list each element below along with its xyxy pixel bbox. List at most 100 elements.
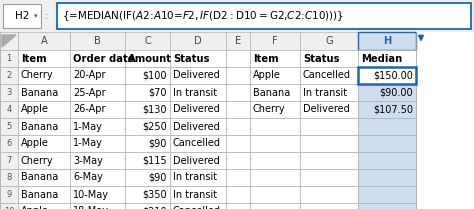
Text: F: F — [272, 36, 278, 46]
Text: $150.00: $150.00 — [373, 70, 413, 80]
Text: Banana: Banana — [253, 88, 290, 98]
Bar — [18, 50, 70, 67]
Text: Delivered: Delivered — [303, 104, 350, 115]
Bar — [300, 50, 358, 67]
Bar — [70, 118, 125, 135]
Bar — [226, 101, 250, 118]
Text: Delivered: Delivered — [173, 104, 220, 115]
Text: 25-Apr: 25-Apr — [73, 88, 106, 98]
Bar — [226, 186, 250, 203]
FancyBboxPatch shape — [3, 4, 41, 28]
Text: $70: $70 — [148, 88, 167, 98]
Text: Cancelled: Cancelled — [173, 139, 221, 149]
Bar — [300, 32, 358, 50]
Bar — [125, 84, 170, 101]
Bar — [170, 135, 226, 152]
Text: 1: 1 — [6, 54, 12, 63]
Bar — [0, 67, 18, 84]
Text: 26-Apr: 26-Apr — [73, 104, 106, 115]
Text: Apple: Apple — [253, 70, 281, 80]
Text: Median: Median — [361, 54, 402, 64]
Text: $350: $350 — [142, 190, 167, 200]
Bar — [0, 169, 18, 186]
Bar — [70, 32, 125, 50]
Bar — [0, 32, 18, 50]
Bar — [170, 203, 226, 209]
Text: Apple: Apple — [21, 206, 49, 209]
Bar — [125, 101, 170, 118]
Text: Amount: Amount — [128, 54, 172, 64]
Text: G: G — [325, 36, 333, 46]
Text: Banana: Banana — [21, 121, 58, 131]
Bar — [250, 118, 300, 135]
Bar — [18, 203, 70, 209]
Polygon shape — [2, 35, 16, 47]
Bar — [170, 32, 226, 50]
Text: {=MEDIAN(IF($A$2:$A$10=$F2,IF($D$2:$D$10=$G2,$C$2:$C$10)))}: {=MEDIAN(IF($A$2:$A$10=$F2,IF($D$2:$D$10… — [62, 9, 344, 23]
Bar — [170, 152, 226, 169]
Bar — [0, 84, 18, 101]
Bar — [18, 135, 70, 152]
Text: 8: 8 — [6, 173, 12, 182]
Bar — [300, 67, 358, 84]
Bar — [70, 186, 125, 203]
Bar — [70, 152, 125, 169]
Bar — [125, 50, 170, 67]
Text: $130: $130 — [143, 104, 167, 115]
Bar — [125, 32, 170, 50]
Text: :: : — [46, 11, 49, 21]
Bar — [300, 135, 358, 152]
Text: 5: 5 — [6, 122, 12, 131]
Bar — [226, 135, 250, 152]
Text: $250: $250 — [142, 121, 167, 131]
Bar — [300, 84, 358, 101]
Bar — [18, 152, 70, 169]
Bar — [226, 152, 250, 169]
Text: 1-May: 1-May — [73, 121, 103, 131]
Text: 6-May: 6-May — [73, 172, 103, 182]
Bar — [250, 169, 300, 186]
Text: ▾: ▾ — [34, 13, 38, 19]
Bar — [170, 67, 226, 84]
Text: H2: H2 — [15, 11, 29, 21]
Bar — [125, 186, 170, 203]
Text: Banana: Banana — [21, 172, 58, 182]
Text: Item: Item — [253, 54, 279, 64]
Bar — [250, 203, 300, 209]
Bar — [358, 101, 416, 118]
Bar — [0, 186, 18, 203]
Bar — [0, 101, 18, 118]
Bar — [300, 101, 358, 118]
Bar — [18, 186, 70, 203]
Text: Cherry: Cherry — [253, 104, 286, 115]
Bar — [0, 135, 18, 152]
Bar — [300, 203, 358, 209]
Text: Delivered: Delivered — [173, 121, 220, 131]
Text: In transit: In transit — [173, 190, 217, 200]
Bar — [70, 84, 125, 101]
FancyBboxPatch shape — [57, 3, 471, 29]
Bar — [0, 203, 18, 209]
Text: Apple: Apple — [21, 104, 49, 115]
Text: $115: $115 — [142, 155, 167, 166]
Bar — [125, 135, 170, 152]
Text: Status: Status — [303, 54, 339, 64]
Bar — [70, 135, 125, 152]
Bar — [70, 50, 125, 67]
Text: 20-Apr: 20-Apr — [73, 70, 106, 80]
Bar — [250, 152, 300, 169]
Bar — [70, 67, 125, 84]
Bar — [250, 186, 300, 203]
Bar — [358, 67, 416, 84]
Text: 10: 10 — [4, 207, 14, 209]
Text: A: A — [41, 36, 47, 46]
Bar — [300, 186, 358, 203]
Text: 6: 6 — [6, 139, 12, 148]
Text: In transit: In transit — [173, 88, 217, 98]
Bar — [125, 67, 170, 84]
Bar — [18, 101, 70, 118]
Bar — [0, 50, 18, 67]
Bar — [18, 84, 70, 101]
Bar — [170, 84, 226, 101]
Text: 10-May: 10-May — [73, 190, 109, 200]
